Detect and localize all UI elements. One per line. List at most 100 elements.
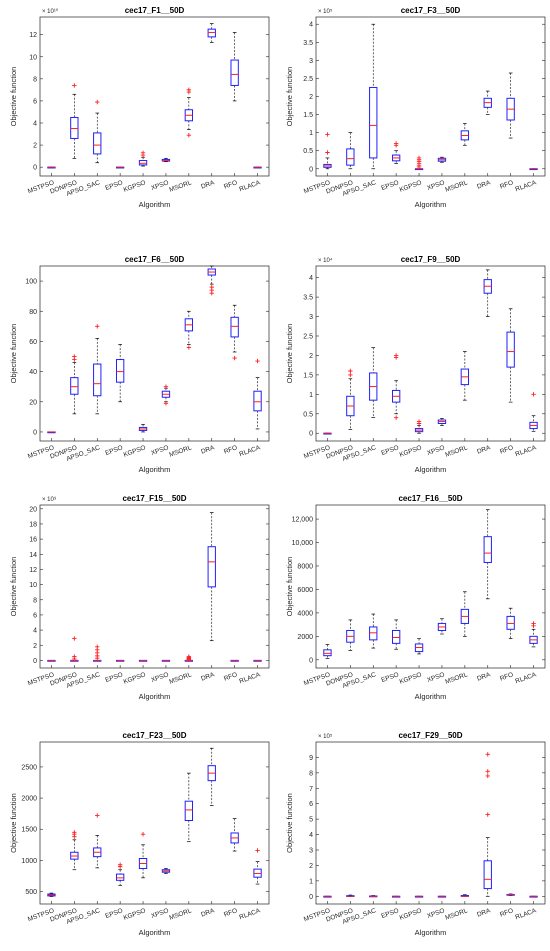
box-iqr	[483, 860, 492, 890]
y-tick-label: 7	[309, 786, 313, 793]
y-axis-label: Objective function	[9, 793, 18, 853]
box-XPSO	[437, 156, 447, 163]
x-tick-label: EPSO	[380, 907, 399, 920]
x-tick-label: MSORL	[444, 907, 468, 922]
x-tick-label: DRA	[476, 179, 492, 190]
box-MSORL	[184, 772, 194, 843]
y-tick-label: 4	[309, 832, 313, 839]
y-tick-label: 1000	[21, 858, 37, 865]
x-tick-label: RFO	[223, 671, 238, 682]
outlier-point	[72, 354, 77, 359]
box-APSO_SAC	[93, 644, 102, 662]
y-tick-label: 3.5	[303, 295, 313, 302]
chart-title: cec17_F1__50D	[125, 6, 185, 15]
box-MSTPSO	[47, 166, 56, 169]
x-tick-label: DRA	[200, 444, 216, 455]
box-iqr	[253, 390, 262, 412]
y-tick-label: 10,000	[292, 540, 314, 547]
box-APSO_SAC	[93, 324, 102, 415]
y-tick-label: 10	[29, 54, 37, 61]
box-KGPSO	[138, 659, 148, 662]
box-KGPSO	[138, 424, 148, 433]
y-tick-label: 1.5	[303, 112, 313, 119]
outlier-point	[186, 654, 192, 659]
x-tick-label: EPSO	[380, 179, 399, 192]
box-XPSO	[161, 659, 171, 662]
box-iqr	[93, 132, 102, 155]
box-KGPSO	[138, 150, 148, 167]
box-iqr	[506, 331, 515, 368]
box-EPSO	[115, 166, 125, 169]
box-MSTPSO	[47, 659, 56, 662]
box-iqr	[115, 359, 125, 383]
x-tick-label: RLACA	[514, 179, 537, 193]
outlier-point	[416, 155, 422, 161]
outlier-point	[531, 621, 536, 626]
y-tick-label: 12	[29, 567, 37, 574]
y-tick-label: 0	[33, 658, 37, 665]
outlier-point	[416, 419, 422, 424]
y-tick-label: 16	[29, 537, 37, 544]
x-tick-label: MSORL	[168, 179, 192, 194]
outlier-point	[163, 401, 169, 406]
chart-title: cec17_F16__50D	[398, 494, 462, 503]
outlier-point	[255, 848, 260, 853]
box-XPSO	[161, 868, 171, 874]
x-tick-label: KGPSO	[123, 444, 147, 458]
box-APSO_SAC	[93, 813, 102, 869]
x-tick-label: RLACA	[238, 671, 261, 685]
y-tick-label: 4	[33, 121, 37, 128]
box-KGPSO	[414, 155, 424, 171]
box-MSTPSO	[323, 895, 332, 898]
y-tick-label: 2.5	[303, 334, 313, 341]
y-tick-label: 12,000	[292, 517, 314, 524]
y-tick-label: 2000	[21, 796, 37, 803]
box-iqr	[138, 160, 148, 166]
box-RFO	[230, 304, 239, 361]
box-iqr	[391, 629, 401, 644]
x-tick-label: XPSO	[150, 671, 169, 684]
box-iqr	[184, 800, 194, 822]
outlier-point	[393, 353, 399, 358]
box-DONPSO	[70, 354, 79, 415]
box-iqr	[93, 363, 102, 397]
y-tick-label: 2000	[297, 634, 313, 641]
box-MSORL	[184, 87, 194, 138]
box-EPSO	[391, 619, 401, 650]
x-tick-label: MSORL	[168, 671, 192, 686]
y-tick-label: 1500	[21, 827, 37, 834]
chart-panel-4: cec17_F9__50D × 10⁴ 0 0.5 1 1.5 2 2.5 3 3.5 4 Objec…	[285, 255, 546, 474]
y-tick-label: 14	[29, 552, 37, 559]
box-RLACA	[253, 358, 262, 430]
x-tick-label: RFO	[223, 444, 238, 455]
chart-title: cec17_F23__50D	[122, 731, 186, 740]
box-MSTPSO	[323, 132, 332, 170]
box-DONPSO	[346, 368, 355, 430]
outlier-point	[72, 654, 77, 659]
box-RFO	[230, 32, 239, 102]
box-EPSO	[115, 344, 125, 403]
y-tick-label: 3	[309, 58, 313, 65]
outlier-point	[72, 830, 77, 835]
box-iqr	[369, 86, 378, 159]
y-tick-label: 0	[33, 165, 37, 172]
box-DRA	[207, 265, 216, 296]
x-tick-label: MSORL	[444, 179, 468, 194]
x-tick-label: RLACA	[238, 179, 261, 193]
y-tick-label: 20	[29, 399, 37, 406]
x-tick-label: RFO	[223, 179, 238, 190]
x-axis-label: Algorithm	[139, 928, 171, 937]
box-EPSO	[391, 895, 401, 898]
x-tick-label: DRA	[476, 671, 492, 682]
box-DRA	[483, 509, 492, 600]
y-tick-label: 2	[309, 353, 313, 360]
box-APSO_SAC	[369, 895, 378, 898]
box-DONPSO	[346, 619, 355, 651]
box-DRA	[207, 512, 216, 642]
y-tick-label: 1	[309, 130, 313, 137]
box-XPSO	[437, 618, 447, 635]
y-tick-label: 0	[309, 431, 313, 438]
box-iqr	[207, 28, 216, 38]
y-tick-label: 1	[309, 392, 313, 399]
y-tick-label: 4	[309, 275, 313, 282]
